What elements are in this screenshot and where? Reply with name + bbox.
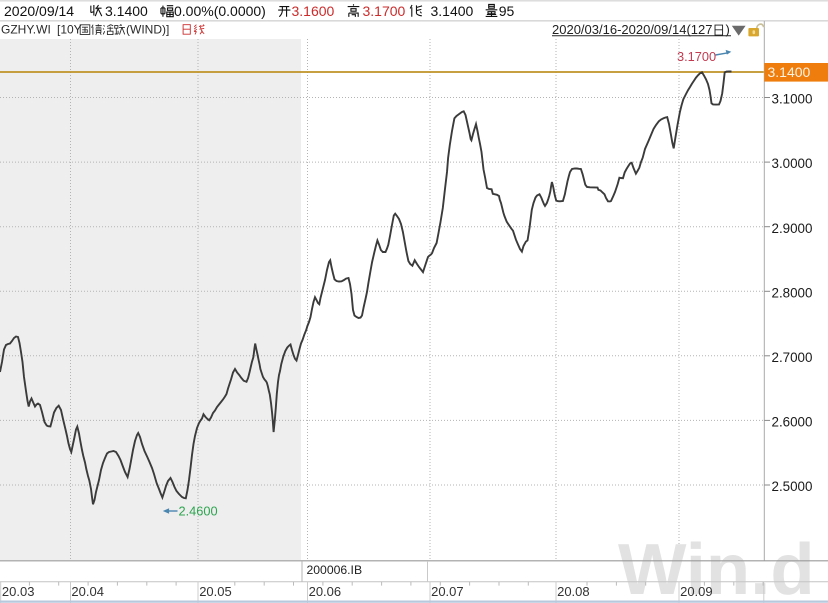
- svg-text:0.00%(0.0000): 0.00%(0.0000): [174, 3, 266, 19]
- svg-text:3.1400: 3.1400: [105, 3, 148, 19]
- svg-text:3.1400: 3.1400: [431, 3, 474, 19]
- svg-text:20.06: 20.06: [309, 584, 342, 599]
- svg-text:2.8000: 2.8000: [772, 285, 813, 300]
- svg-text:Win.d: Win.d: [618, 529, 815, 603]
- svg-text:20.08: 20.08: [557, 584, 590, 599]
- svg-text:95: 95: [499, 3, 515, 19]
- svg-text:): ): [726, 22, 730, 37]
- svg-text:20.03: 20.03: [2, 584, 35, 599]
- svg-text:(WIND)]: (WIND)]: [126, 23, 169, 37]
- svg-text:2020/09/14: 2020/09/14: [4, 3, 74, 19]
- svg-text:20.09: 20.09: [680, 584, 713, 599]
- svg-text:3.1700: 3.1700: [363, 3, 406, 19]
- svg-text:[10Y: [10Y: [57, 23, 82, 37]
- svg-text:GZHY.WI: GZHY.WI: [1, 23, 51, 37]
- svg-text:2.7000: 2.7000: [772, 350, 813, 365]
- svg-text:2020/03/16-2020/09/14(127: 2020/03/16-2020/09/14(127: [552, 22, 712, 37]
- svg-text:3.0000: 3.0000: [772, 156, 813, 171]
- svg-text:3.1400: 3.1400: [768, 64, 811, 80]
- svg-text:3.1700: 3.1700: [677, 49, 716, 64]
- svg-text:2.9000: 2.9000: [772, 221, 813, 236]
- svg-text:3.1000: 3.1000: [772, 92, 813, 107]
- svg-text:20.05: 20.05: [199, 584, 232, 599]
- svg-text:20.07: 20.07: [431, 584, 464, 599]
- svg-text:3.1600: 3.1600: [292, 3, 335, 19]
- svg-text:200006.IB: 200006.IB: [307, 563, 363, 577]
- svg-text:20.04: 20.04: [71, 584, 104, 599]
- svg-text:2.4600: 2.4600: [179, 503, 218, 518]
- svg-text:2.6000: 2.6000: [772, 415, 813, 430]
- svg-text:2.5000: 2.5000: [772, 479, 813, 494]
